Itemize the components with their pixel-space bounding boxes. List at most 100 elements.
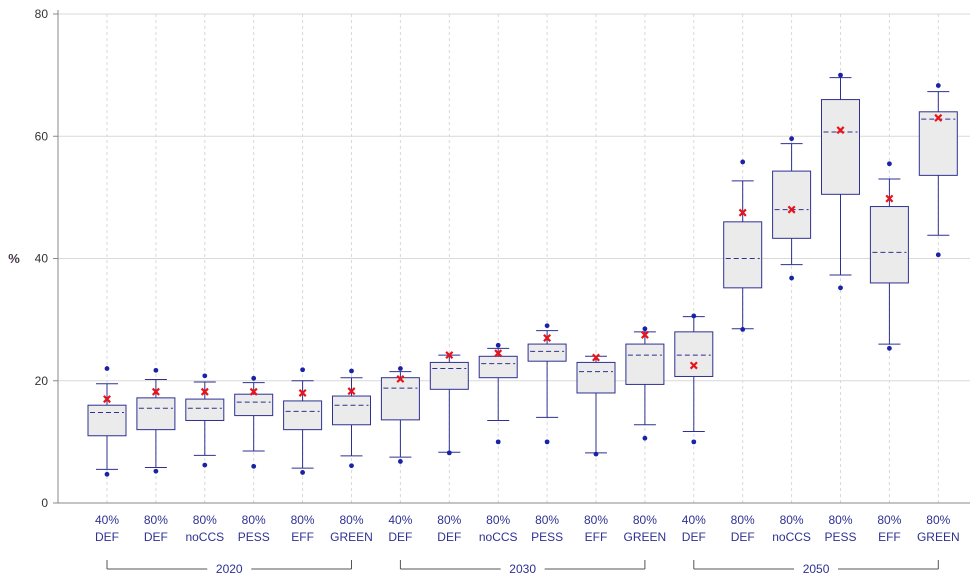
outlier-point	[935, 252, 941, 258]
category-label-line1: 80%	[535, 513, 559, 527]
category-label-line1: 80%	[144, 513, 168, 527]
category-label-line1: 40%	[95, 513, 119, 527]
box-body	[625, 343, 665, 385]
category-label-line1: 40%	[388, 513, 412, 527]
box-body	[87, 404, 127, 437]
category-label-line2: PESS	[238, 530, 270, 544]
category-label-line1: 80%	[828, 513, 852, 527]
outlier-point	[202, 462, 208, 468]
outlier-point	[740, 327, 746, 332]
mean-marker	[200, 387, 209, 396]
outlier-point	[398, 459, 403, 464]
category-label-line1: 80%	[437, 513, 461, 527]
y-tick-label: 40	[35, 252, 49, 266]
category-label-line2: DEF	[388, 530, 412, 544]
category-label-line1: 80%	[877, 513, 901, 527]
category-label-line2: EFF	[878, 530, 901, 544]
category-label-line2: DEF	[95, 530, 119, 544]
category-label-line1: 80%	[339, 513, 363, 527]
box-body	[869, 206, 909, 284]
box-item	[869, 161, 909, 351]
group-label: 2020	[216, 562, 243, 576]
box-body	[723, 221, 763, 289]
mean-marker	[298, 388, 307, 397]
group-bracket: 2020	[106, 560, 352, 576]
outlier-point	[691, 313, 697, 319]
box-item	[185, 373, 225, 468]
category-label-line1: 80%	[780, 513, 804, 527]
y-tick-label: 0	[41, 496, 48, 510]
category-label-line2: GREEN	[624, 530, 667, 544]
box-body	[527, 343, 567, 362]
y-tick-label: 20	[35, 374, 49, 388]
box-body	[478, 355, 518, 379]
outlier-point	[544, 439, 550, 445]
box-body	[380, 377, 420, 421]
mean-marker	[934, 113, 943, 122]
box-body	[429, 361, 469, 390]
mean-marker	[151, 387, 160, 396]
outlier-point	[642, 326, 648, 332]
outlier-point	[789, 136, 794, 142]
outlier-point	[251, 463, 257, 469]
outlier-point	[349, 463, 354, 469]
box-item	[332, 368, 371, 469]
box-item	[821, 72, 860, 291]
category-label-line2: DEF	[144, 530, 168, 544]
group-label: 2030	[509, 562, 536, 576]
group-bracket: 2030	[399, 560, 646, 576]
category-label-line1: 80%	[242, 513, 266, 527]
box-body	[185, 398, 225, 421]
box-item	[723, 159, 763, 332]
box-item	[625, 326, 665, 441]
outlier-point	[740, 159, 746, 165]
mean-marker	[103, 395, 111, 404]
group-bracket: 2050	[693, 560, 939, 576]
outlier-point	[887, 161, 892, 167]
category-label-line2: GREEN	[917, 530, 960, 544]
mean-marker	[347, 387, 356, 396]
category-label-line2: EFF	[291, 530, 314, 544]
y-tick-label: 60	[35, 129, 49, 143]
mean-marker	[640, 330, 649, 339]
box-body	[234, 393, 274, 417]
mean-marker	[494, 349, 503, 358]
mean-marker	[885, 194, 894, 203]
outlier-point	[642, 435, 648, 441]
category-label-line1: 80%	[731, 513, 755, 527]
outlier-point	[495, 439, 501, 445]
outlier-point	[104, 366, 110, 371]
outlier-point	[495, 342, 501, 348]
category-label-line2: GREEN	[330, 530, 373, 544]
outlier-point	[593, 451, 599, 457]
category-label-line2: noCCS	[185, 530, 224, 544]
mean-marker	[836, 126, 845, 135]
box-item	[429, 351, 469, 456]
category-label-line1: 80%	[926, 513, 950, 527]
category-label-line2: DEF	[682, 530, 706, 544]
mean-marker	[689, 361, 698, 370]
box-item	[772, 136, 812, 281]
box-item	[674, 313, 714, 445]
outlier-point	[838, 285, 843, 291]
category-label-line2: EFF	[585, 530, 608, 544]
box-body	[136, 397, 176, 431]
outlier-point	[104, 471, 110, 477]
category-label-line2: DEF	[437, 530, 461, 544]
category-label-line1: 80%	[193, 513, 217, 527]
category-label-line2: PESS	[824, 530, 856, 544]
outlier-point	[153, 367, 159, 373]
box-item	[527, 323, 567, 445]
outlier-point	[251, 375, 257, 381]
outlier-point	[446, 450, 452, 456]
box-item	[380, 366, 420, 464]
box-item	[87, 366, 127, 477]
mean-marker	[738, 208, 747, 217]
box-body	[918, 111, 958, 176]
axis-layer	[53, 10, 970, 504]
mean-marker	[787, 205, 796, 214]
mean-marker	[445, 351, 454, 360]
outlier-point	[838, 72, 843, 78]
grid-layer	[58, 13, 970, 503]
